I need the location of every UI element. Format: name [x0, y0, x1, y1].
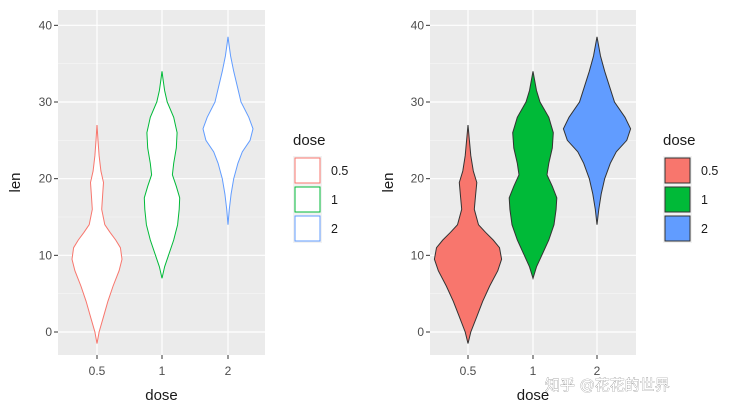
legend-key-1: [664, 186, 691, 213]
y-tick-label: 40: [411, 18, 425, 32]
y-axis-title: len: [380, 172, 397, 192]
x-axis-title: dose: [145, 387, 178, 404]
x-tick-label: 2: [225, 364, 232, 378]
x-tick-label: 0.5: [460, 364, 477, 378]
legend-label: 2: [331, 222, 338, 236]
legend-label: 0.5: [701, 164, 718, 178]
violin-0.5: [71, 124, 123, 344]
x-tick-label: 1: [159, 364, 166, 378]
y-tick-label: 10: [39, 248, 53, 262]
legend-title: dose: [293, 132, 326, 149]
legend-key-2: [294, 215, 321, 242]
violin-1: [143, 71, 181, 279]
y-tick-label: 10: [411, 248, 425, 262]
violin-2: [562, 36, 632, 225]
chart-panel-1: 0 10 20 30 40 0.5 1 2 dose len dose 0.5 1 2: [7, 10, 348, 404]
violin-1: [508, 71, 558, 281]
legend: dose 0.5 1 2: [663, 132, 718, 243]
x-axis-title: dose: [517, 387, 550, 404]
violin-2: [202, 36, 254, 225]
legend-label: 2: [701, 222, 708, 236]
legend-key-0.5: [294, 157, 321, 184]
x-tick-label: 0.5: [89, 364, 106, 378]
y-tick-label: 30: [411, 95, 425, 109]
y-axis-title: len: [7, 172, 24, 192]
y-tick-label: 40: [39, 18, 53, 32]
legend-label: 1: [701, 193, 708, 207]
legend-key-1: [294, 186, 321, 213]
y-tick-label: 0: [45, 325, 52, 339]
chart-panel-2: 0 10 20 30 40 0.5 1 2 dose len dose 0.5 1 2: [380, 10, 718, 404]
legend-label: 1: [331, 193, 338, 207]
y-tick-label: 20: [411, 172, 425, 186]
y-tick-label: 20: [39, 172, 53, 186]
legend-key-0.5: [664, 157, 691, 184]
legend: dose 0.5 1 2: [293, 132, 348, 243]
x-tick-label: 2: [594, 364, 601, 378]
legend-label: 0.5: [331, 164, 348, 178]
legend-title: dose: [663, 132, 696, 149]
x-tick-label: 1: [530, 364, 537, 378]
violin-0.5: [433, 124, 503, 344]
legend-key-2: [664, 215, 691, 242]
y-tick-label: 0: [417, 325, 424, 339]
watermark-text: 知乎 @花花的世界: [545, 376, 670, 394]
y-tick-label: 30: [39, 95, 53, 109]
